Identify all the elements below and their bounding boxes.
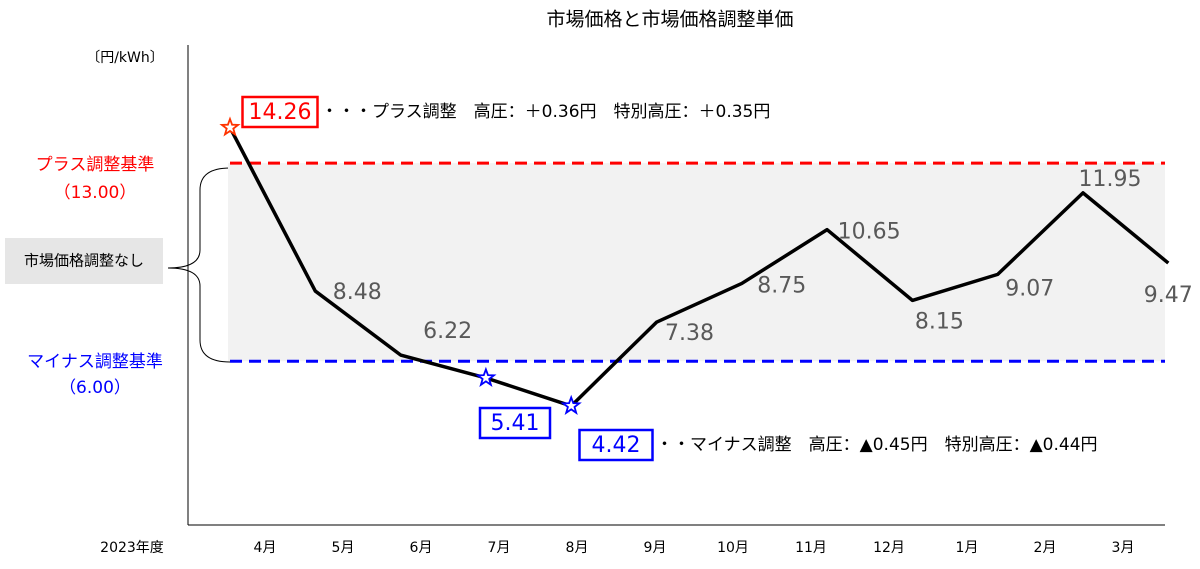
plus-note: ・・・プラス調整 高圧：＋0.36円 特別高圧：＋0.35円 [321, 102, 770, 122]
reference-label: （13.00） [54, 183, 137, 203]
value-label: 9.47 [1144, 283, 1193, 308]
y-unit: 〔円/kWh〕 [86, 50, 164, 66]
x-tick-label: 10月 [717, 540, 749, 556]
value-label: 8.48 [333, 280, 382, 305]
highlight-star [560, 394, 582, 415]
x-tick-label: 11月 [795, 540, 827, 556]
value-label: 11.95 [1079, 167, 1142, 192]
value-label: 5.41 [491, 411, 540, 436]
x-prefix: 2023年度 [100, 540, 164, 556]
value-label: 6.22 [423, 319, 472, 344]
highlight-star [219, 116, 241, 137]
x-tick-label: 2月 [1034, 540, 1057, 556]
value-label: 4.42 [592, 433, 641, 458]
value-label: 14.26 [249, 100, 312, 125]
value-label-box [241, 95, 319, 129]
value-label-box [578, 428, 654, 462]
reference-name: マイナス調整基準 [27, 352, 163, 372]
value-label: 8.75 [757, 273, 806, 298]
value-label: 8.15 [915, 309, 964, 334]
value-label: 7.38 [665, 321, 714, 346]
x-tick-label: 4月 [254, 540, 277, 556]
minus-note: ・・マイナス調整 高圧：▲0.45円 特別高圧：▲0.44円 [656, 435, 1098, 455]
value-label: 10.65 [838, 220, 901, 245]
x-tick-label: 12月 [873, 540, 905, 556]
x-tick-label: 6月 [410, 540, 433, 556]
x-tick-label: 9月 [644, 540, 667, 556]
chart-title: 市場価格と市場価格調整単価 [546, 9, 793, 31]
reference-label: （6.00） [59, 378, 131, 398]
band-label: 市場価格調整なし [24, 252, 144, 270]
x-tick-label: 1月 [956, 540, 979, 556]
reference-name: プラス調整基準 [36, 155, 155, 175]
x-tick-label: 3月 [1112, 540, 1135, 556]
value-label: 9.07 [1005, 276, 1054, 301]
x-tick-label: 7月 [488, 540, 511, 556]
x-tick-label: 8月 [566, 540, 589, 556]
series-line [228, 126, 1170, 408]
value-label-box [478, 406, 552, 440]
brace [167, 167, 231, 363]
x-tick-label: 5月 [332, 540, 355, 556]
highlight-star [475, 366, 497, 387]
band-label-box [5, 238, 163, 284]
